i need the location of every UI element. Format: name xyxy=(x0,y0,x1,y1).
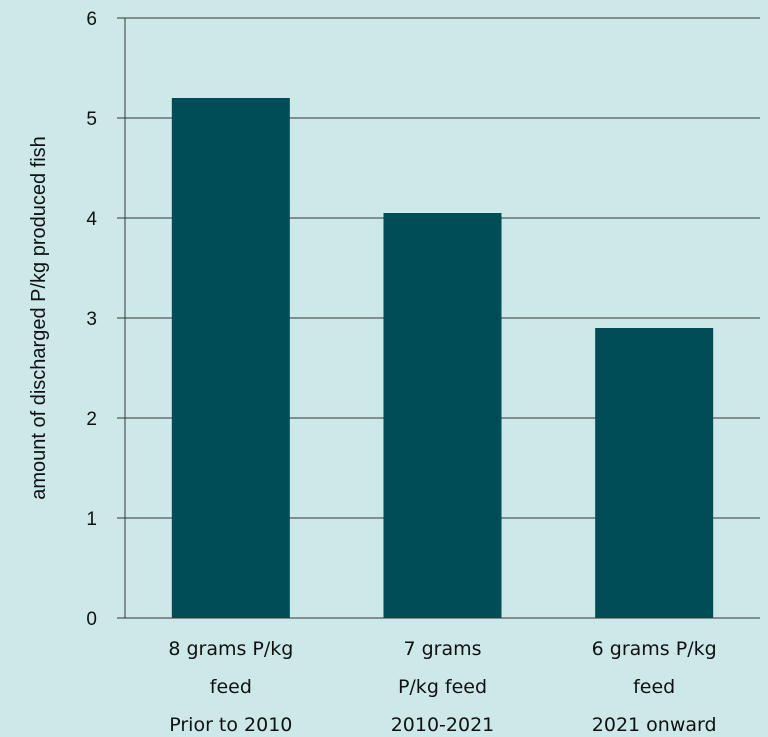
x-tick-label-line: 6 grams P/kg xyxy=(592,638,717,660)
y-tick-label: 3 xyxy=(86,309,97,330)
x-tick-label-2: 7 grams P/kg feed 2010-2021 xyxy=(391,638,495,736)
bar-3 xyxy=(595,328,714,618)
x-tick-label-3: 6 grams P/kg feed 2021 onward xyxy=(592,638,717,736)
x-tick-label-line: 2010-2021 xyxy=(391,714,495,736)
bars xyxy=(171,98,714,618)
axes xyxy=(117,17,760,619)
bar-1 xyxy=(171,98,290,618)
x-tick-label-line: Prior to 2010 xyxy=(169,714,292,736)
y-axis-title: amount of discharged P/kg produced fish xyxy=(28,136,50,500)
y-tick-label: 6 xyxy=(86,9,97,30)
y-tick-label: 0 xyxy=(86,609,97,630)
y-tick-label: 4 xyxy=(86,209,97,230)
bar-2 xyxy=(383,213,502,618)
x-tick-label-1: 8 grams P/kg feed Prior to 2010 xyxy=(168,638,293,736)
x-tick-label-line: 7 grams xyxy=(403,638,481,660)
y-tick-label: 2 xyxy=(86,409,97,430)
y-tick-label: 5 xyxy=(86,109,97,130)
x-tick-labels: 8 grams P/kg feed Prior to 2010 7 grams P/kg… xyxy=(168,638,716,736)
x-tick-label-line: 8 grams P/kg xyxy=(168,638,293,660)
y-tick-label: 1 xyxy=(86,509,97,530)
y-tick-labels: 0 1 2 3 4 5 6 xyxy=(86,9,97,630)
x-tick-label-line: P/kg feed xyxy=(398,676,487,698)
x-tick-label-line: feed xyxy=(210,676,252,698)
x-tick-label-line: feed xyxy=(633,676,675,698)
x-tick-label-line: 2021 onward xyxy=(592,714,717,736)
